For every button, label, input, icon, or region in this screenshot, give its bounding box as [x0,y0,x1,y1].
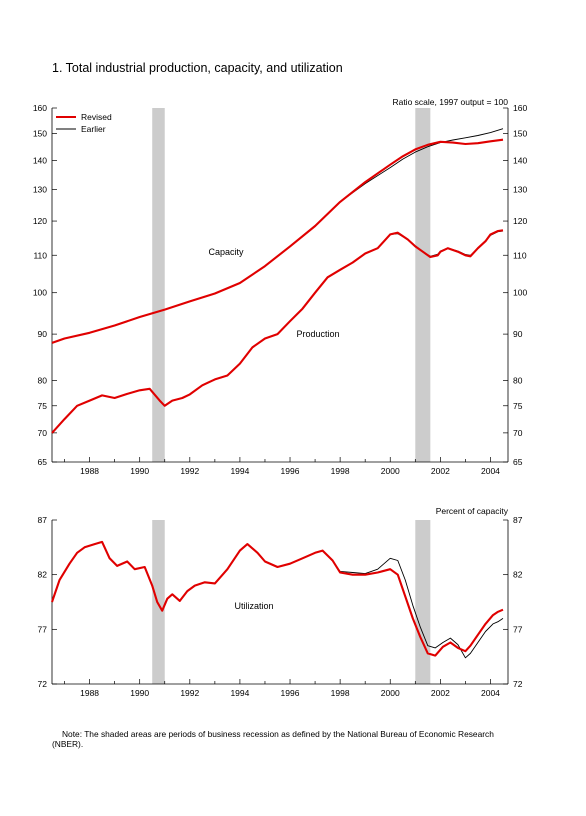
capacity-annotation: Capacity [208,247,244,257]
y-tick-label: 75 [38,401,48,411]
y-tick-label: 87 [38,515,48,525]
recession-band [415,520,431,684]
y-tick-label: 150 [513,128,527,138]
x-tick-label: 1988 [80,688,99,698]
x-tick-label: 2002 [431,688,450,698]
top-panel: 65 65 70 70 75 75 80 80 90 90 100 100 110 110 120 120 13… [33,97,528,476]
y-tick-label: 100 [33,288,47,298]
y-tick-label: 110 [33,250,47,260]
revised-production-line [51,229,504,434]
x-tick-label: 1992 [180,688,199,698]
x-tick-label: 2004 [481,466,500,476]
x-tick-label: 1992 [180,466,199,476]
earlier-production-line [51,230,504,434]
x-tick-label: 2002 [431,466,450,476]
recession-band [152,520,165,684]
x-tick-label: 2004 [481,688,500,698]
x-tick-label: 1994 [230,688,249,698]
y-tick-label: 87 [513,515,523,525]
y-tick-label: 82 [38,570,48,580]
x-tick-label: 1998 [331,688,350,698]
y-tick-label: 75 [513,401,523,411]
x-tick-label: 1996 [281,688,300,698]
y-tick-label: 65 [513,457,523,467]
y-tick-label: 150 [33,128,47,138]
earlier-capacity-line [51,128,504,344]
y-tick-label: 140 [33,155,47,165]
x-tick-label: 1996 [281,466,300,476]
revised-utilization-line [51,540,504,657]
y-tick-label: 120 [513,216,527,226]
revised-capacity-line [51,138,504,344]
x-tick-label: 1994 [230,466,249,476]
y-tick-label: 77 [513,624,523,634]
recession-band [415,108,431,462]
y-tick-label: 130 [513,185,527,195]
figure-title: 1. Total industrial production, capacity… [52,61,343,75]
y-tick-label: 72 [513,679,523,689]
y-tick-label: 70 [38,428,48,438]
y-tick-label: 120 [33,216,47,226]
y-tick-label: 110 [513,250,527,260]
x-tick-label: 1990 [130,688,149,698]
y-tick-label: 77 [38,624,48,634]
y-tick-label: 90 [513,329,523,339]
y-tick-label: 90 [38,329,48,339]
x-tick-label: 2000 [381,688,400,698]
x-tick-label: 1990 [130,466,149,476]
y-tick-label: 80 [513,375,523,385]
y-tick-label: 70 [513,428,523,438]
x-tick-label: 1988 [80,466,99,476]
earlier-utilization-line [51,541,504,659]
axis-note: Percent of capacity [436,506,509,516]
y-tick-label: 80 [38,375,48,385]
y-tick-label: 100 [513,288,527,298]
production-annotation: Production [296,329,339,339]
recession-band [152,108,165,462]
y-tick-label: 82 [513,570,523,580]
y-tick-label: 130 [33,185,47,195]
recession-note: Note: The shaded areas are periods of bu… [52,729,494,749]
x-tick-label: 2000 [381,466,400,476]
x-tick-label: 1998 [331,466,350,476]
y-tick-label: 160 [33,103,47,113]
utilization-annotation: Utilization [234,601,273,611]
y-tick-label: 72 [38,679,48,689]
bottom-panel: 72 72 77 77 82 82 87 87 1988 1990 1992 1994 1996 1998… [38,506,523,698]
y-tick-label: 160 [513,103,527,113]
legend-label-revised: Revised [81,112,112,122]
y-tick-label: 140 [513,155,527,165]
y-tick-label: 65 [38,457,48,467]
legend-label-earlier: Earlier [81,124,106,134]
axis-note: Ratio scale, 1997 output = 100 [392,97,508,107]
